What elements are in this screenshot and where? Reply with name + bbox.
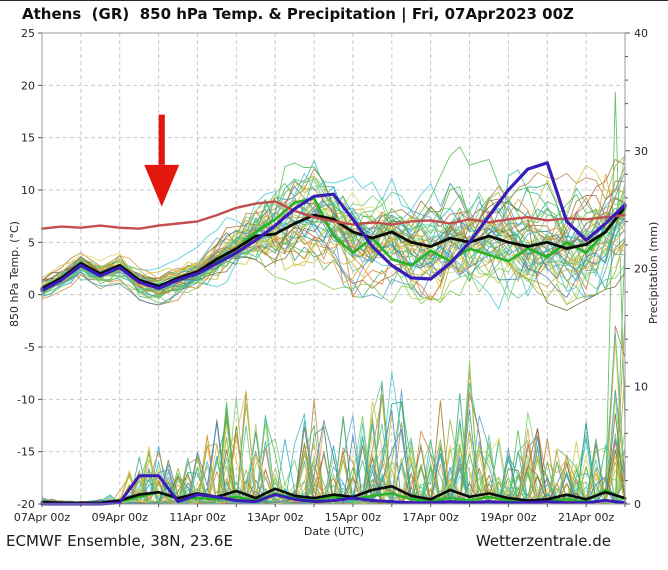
- svg-text:-10: -10: [17, 393, 35, 406]
- svg-text:13Apr 00z: 13Apr 00z: [247, 511, 304, 524]
- operational-temp-line: [40, 161, 627, 293]
- svg-text:-20: -20: [17, 498, 35, 511]
- svg-text:0: 0: [28, 289, 35, 302]
- svg-text:11Apr 00z: 11Apr 00z: [169, 511, 226, 524]
- svg-text:10: 10: [21, 184, 35, 197]
- arrow-shaft: [158, 114, 165, 165]
- svg-text:19Apr 00z: 19Apr 00z: [480, 511, 537, 524]
- svg-text:07Apr 00z: 07Apr 00z: [14, 511, 71, 524]
- footer-model-info: ECMWF Ensemble, 38N, 23.6E: [6, 532, 233, 550]
- chart-title: Athens (GR) 850 hPa Temp. & Precipitatio…: [22, 5, 574, 23]
- svg-text:25: 25: [21, 27, 35, 40]
- arrow-annotation: [144, 114, 180, 207]
- svg-text:20: 20: [21, 79, 35, 92]
- main-series: [40, 161, 627, 506]
- ensemble-mean-temp-line: [40, 205, 627, 290]
- svg-text:15Apr 00z: 15Apr 00z: [325, 511, 382, 524]
- x-axis-label: Date (UTC): [303, 525, 365, 538]
- operational-precip-line: [40, 474, 627, 506]
- svg-text:10: 10: [634, 380, 648, 393]
- svg-text:17Apr 00z: 17Apr 00z: [403, 511, 460, 524]
- climate-mean-temp-line: [40, 200, 627, 230]
- arrow-head: [144, 164, 180, 207]
- footer-watermark: Wetterzentrale.de: [475, 532, 611, 550]
- axes: 25 20 15 10 5 0 -5 -10 -15 -20 0 10 20 30 40 07Apr 00z 0…: [14, 27, 648, 524]
- svg-text:21Apr 00z: 21Apr 00z: [558, 511, 615, 524]
- y-axis-label-precipitation: Precipitation (mm): [647, 221, 660, 324]
- svg-text:15: 15: [21, 132, 35, 145]
- svg-text:09Apr 00z: 09Apr 00z: [92, 511, 149, 524]
- ensemble-mean-precip-line: [40, 484, 627, 505]
- ensemble-members: [41, 91, 626, 505]
- svg-text:0: 0: [634, 498, 641, 511]
- svg-text:5: 5: [28, 236, 35, 249]
- y-axis-label-temperature: 850 hPa Temp. (°C): [8, 221, 21, 327]
- svg-text:40: 40: [634, 27, 648, 40]
- svg-text:-5: -5: [24, 341, 35, 354]
- svg-text:-15: -15: [17, 446, 35, 459]
- svg-text:20: 20: [634, 263, 648, 276]
- svg-text:30: 30: [634, 145, 648, 158]
